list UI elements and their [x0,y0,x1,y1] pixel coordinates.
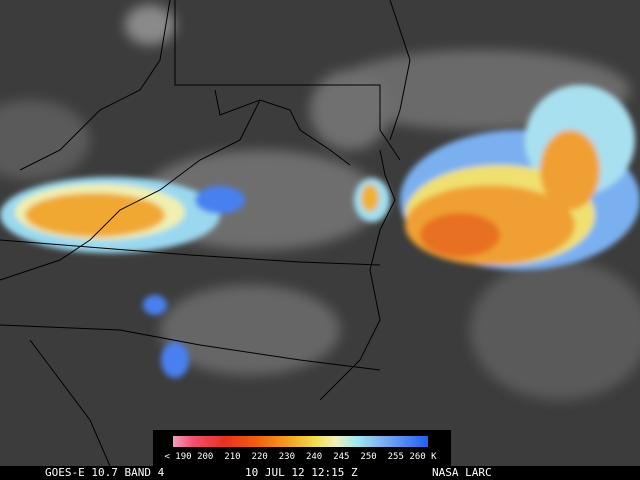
colorbar-label: 250 [360,452,376,462]
colorbar-label: 240 [306,452,322,462]
colorbar-label: 220 [252,452,268,462]
footer-bar [0,466,640,480]
colorbar-labels: < 190 200 210 220 230 240 245 250 255 260 K [164,452,437,462]
footer-time: 10 JUL 12 12:15 Z [245,466,358,479]
state-borders [0,0,411,467]
colorbar-label: 255 [388,452,404,462]
colorbar-label: 200 [197,452,213,462]
colorbar-label: < 190 [164,452,191,462]
colorbar-label: 230 [279,452,295,462]
footer-satellite: GOES-E 10.7 BAND 4 [45,466,165,479]
colorbar-label: 210 [224,452,240,462]
colorbar [173,436,428,447]
colorbar-label: 245 [333,452,349,462]
colorbar-label: 260 K [409,452,437,462]
footer-source: NASA LARC [432,466,492,479]
cold-tops [0,85,640,378]
